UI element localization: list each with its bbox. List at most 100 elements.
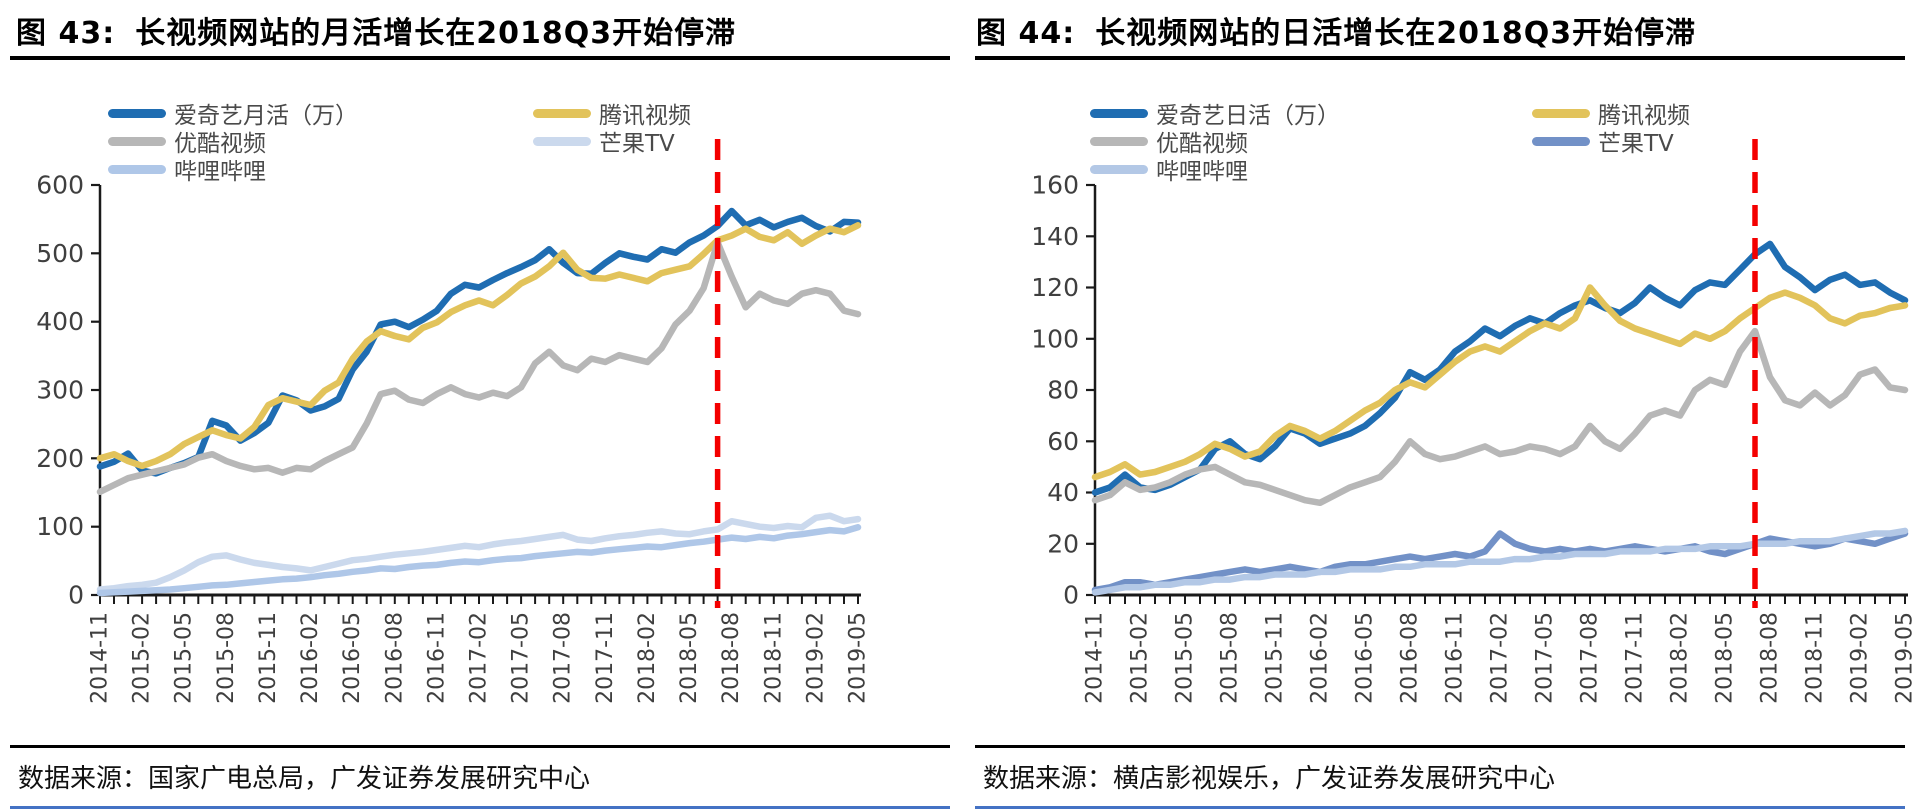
legend-label: 优酷视频 <box>174 131 266 157</box>
y-tick-label: 300 <box>36 376 84 405</box>
x-tick-label: 2016-08 <box>1398 612 1423 704</box>
legend-label: 腾讯视频 <box>1598 103 1690 129</box>
figure-44-title: 图 44: 长视频网站的日活增长在2018Q3开始停滞 <box>976 8 1910 52</box>
series-line <box>1091 284 1909 481</box>
y-tick-label: 100 <box>1031 324 1079 353</box>
x-tick-label: 2017-11 <box>1623 612 1648 704</box>
chart-legend: 爱奇艺月活（万） 腾讯视频优酷视频 芒果TV 哔哩哔哩 <box>108 99 691 185</box>
x-tick-label: 2016-11 <box>1443 612 1468 704</box>
series-line <box>96 222 862 470</box>
y-tick-label: 0 <box>1063 581 1079 610</box>
x-tick-label: 2018-11 <box>1803 612 1828 704</box>
y-tick-label: 500 <box>36 239 84 268</box>
legend-item: 芒果TV <box>1532 127 1690 157</box>
legend-swatch <box>108 108 166 118</box>
figure-43: 图 43: 长视频网站的月活增长在2018Q3开始停滞 爱奇艺月活（万） 腾讯视频优… <box>0 8 960 809</box>
legend-swatch <box>1090 164 1148 174</box>
chart-area-mau: 爱奇艺月活（万） 腾讯视频 优酷视频 芒果TV 哔哩哔哩 0 100 200 300 400 50… <box>0 61 960 721</box>
series-line <box>96 239 862 496</box>
y-tick-label: 400 <box>36 307 84 336</box>
x-tick-label: 2016-11 <box>424 612 449 704</box>
x-tick-label: 2015-11 <box>1263 612 1288 704</box>
legend-label: 爱奇艺月活（万） <box>174 103 358 129</box>
legend-label: 哔哩哔哩 <box>1156 159 1248 185</box>
figure-number-label: 图 44: <box>976 16 1076 51</box>
legend-swatch <box>1532 108 1590 118</box>
legend-label: 爱奇艺日活（万） <box>1156 103 1340 129</box>
x-tick-label: 2016-05 <box>340 612 365 704</box>
x-tick-label: 2016-05 <box>1353 612 1378 704</box>
x-tick-label: 2017-08 <box>1578 612 1603 704</box>
legend-label: 芒果TV <box>1598 131 1674 157</box>
x-tick-label: 2017-02 <box>467 612 492 704</box>
x-tick-label: 2016-02 <box>298 612 323 704</box>
series-line <box>1091 327 1909 507</box>
legend-swatch <box>108 136 166 146</box>
title-divider <box>10 56 950 60</box>
x-tick-label: 2019-02 <box>1848 612 1873 704</box>
series-line <box>96 207 862 477</box>
legend-swatch <box>1090 136 1148 146</box>
x-tick-label: 2014-11 <box>1083 612 1108 704</box>
x-tick-label: 2018-05 <box>677 612 702 704</box>
x-tick-label: 2018-08 <box>719 612 744 704</box>
x-tick-label: 2015-05 <box>172 612 197 704</box>
legend-label: 腾讯视频 <box>599 103 691 129</box>
legend-swatch <box>108 164 166 174</box>
figure-44: 图 44: 长视频网站的日活增长在2018Q3开始停滞 爱奇艺日活（万） 腾讯视频优… <box>960 0 1920 809</box>
x-tick-label: 2018-05 <box>1713 612 1738 704</box>
y-tick-label: 80 <box>1047 376 1079 405</box>
chart-legend: 爱奇艺日活（万） 腾讯视频优酷视频 芒果TV 哔哩哔哩 <box>1090 99 1690 185</box>
source-divider <box>10 745 950 748</box>
legend-item: 爱奇艺月活（万） <box>108 99 533 129</box>
legend-label: 芒果TV <box>599 131 675 157</box>
x-tick-label: 2018-02 <box>635 612 660 704</box>
x-tick-label: 2019-05 <box>1893 612 1918 704</box>
data-source-text: 数据来源：横店影视娱乐，广发证券发展研究中心 <box>983 764 1556 794</box>
x-tick-label: 2015-05 <box>1173 612 1198 704</box>
title-divider <box>975 56 1905 60</box>
x-tick-label: 2017-08 <box>551 612 576 704</box>
series-line <box>1091 530 1909 594</box>
bottom-accent-rule <box>975 806 1905 809</box>
x-tick-label: 2018-02 <box>1668 612 1693 704</box>
x-tick-label: 2017-02 <box>1488 612 1513 704</box>
x-tick-label: 2019-05 <box>846 612 871 704</box>
figure-43-title: 图 43: 长视频网站的月活增长在2018Q3开始停滞 <box>16 8 950 52</box>
y-tick-label: 0 <box>68 581 84 610</box>
x-tick-label: 2017-05 <box>509 612 534 704</box>
data-source-text: 数据来源：国家广电总局，广发证券发展研究中心 <box>18 764 591 794</box>
series-line <box>96 512 862 593</box>
line-chart-dau: 0 20 40 60 80 100 120 140 160 2014-11 2015-02 2015-… <box>1031 139 1918 704</box>
y-tick-label: 60 <box>1047 427 1079 456</box>
x-tick-label: 2015-08 <box>214 612 239 704</box>
x-tick-label: 2017-05 <box>1533 612 1558 704</box>
x-tick-label: 2019-02 <box>803 612 828 704</box>
source-divider <box>975 745 1905 748</box>
y-tick-label: 200 <box>36 444 84 473</box>
x-tick-label: 2015-02 <box>1128 612 1153 704</box>
series-line <box>1091 527 1909 596</box>
y-tick-label: 600 <box>36 171 84 200</box>
y-tick-label: 40 <box>1047 478 1079 507</box>
figure-number-label: 图 43: <box>16 16 116 51</box>
legend-swatch <box>533 136 591 146</box>
legend-swatch <box>533 108 591 118</box>
bottom-accent-rule <box>10 806 950 809</box>
legend-item: 优酷视频 <box>1090 127 1532 157</box>
legend-item: 爱奇艺日活（万） <box>1090 99 1532 129</box>
legend-label: 哔哩哔哩 <box>174 159 266 185</box>
x-tick-label: 2018-08 <box>1758 612 1783 704</box>
legend-item: 优酷视频 <box>108 127 533 157</box>
x-tick-label: 2015-11 <box>256 612 281 704</box>
legend-item: 哔哩哔哩 <box>108 155 533 185</box>
legend-item: 芒果TV <box>533 127 691 157</box>
figure-title-text: 长视频网站的月活增长在2018Q3开始停滞 <box>135 16 737 51</box>
series-line <box>96 524 862 597</box>
x-tick-label: 2016-08 <box>382 612 407 704</box>
legend-swatch <box>1090 108 1148 118</box>
legend-item: 哔哩哔哩 <box>1090 155 1532 185</box>
y-tick-label: 160 <box>1031 171 1079 200</box>
x-tick-label: 2015-02 <box>130 612 155 704</box>
